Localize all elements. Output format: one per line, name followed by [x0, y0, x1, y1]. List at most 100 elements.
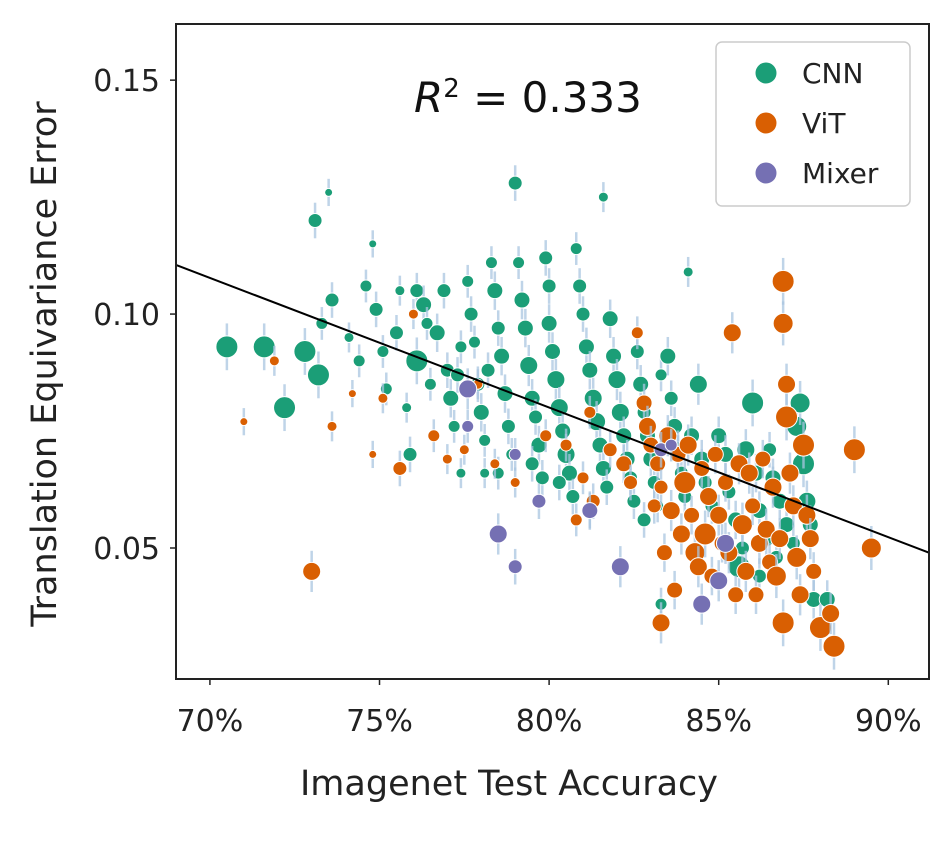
data-point-vit — [458, 444, 470, 456]
legend-label-mixer: Mixer — [802, 157, 879, 190]
data-point-vit — [623, 475, 639, 490]
data-point-cnn — [486, 282, 504, 300]
data-point-cnn — [428, 324, 446, 342]
data-point-cnn — [632, 375, 650, 393]
data-point-cnn — [626, 493, 642, 509]
data-point-cnn — [512, 256, 526, 270]
data-point-cnn — [663, 390, 679, 406]
data-point-vit — [747, 586, 765, 604]
series-cnn — [215, 165, 836, 621]
data-point-cnn — [575, 306, 591, 322]
x-tick-label: 75% — [346, 704, 413, 739]
data-point-vit — [671, 524, 691, 544]
data-point-cnn — [436, 283, 452, 299]
series-mixer — [458, 368, 735, 625]
data-point-vit — [666, 581, 684, 599]
data-point-cnn — [541, 278, 557, 294]
data-point-cnn — [741, 391, 765, 415]
data-point-cnn — [540, 314, 558, 332]
data-point-vit — [709, 505, 729, 525]
data-point-cnn — [688, 374, 708, 394]
data-point-vit — [615, 455, 633, 473]
data-point-vit — [441, 453, 453, 465]
data-point-cnn — [368, 239, 378, 249]
data-point-vit — [602, 442, 618, 458]
data-point-vit — [539, 429, 553, 443]
data-point-vit — [569, 513, 583, 527]
x-tick-label: 90% — [855, 704, 922, 739]
y-axis-ticks: 0.05 0.10 0.15 — [93, 64, 176, 567]
data-point-cnn — [324, 187, 334, 197]
data-point-cnn — [599, 479, 615, 495]
data-point-cnn — [538, 250, 554, 266]
data-point-cnn — [307, 213, 323, 228]
data-point-cnn — [480, 362, 496, 378]
data-point-vit — [559, 438, 573, 452]
data-point-mixer — [458, 379, 478, 399]
data-point-vit — [489, 458, 501, 470]
data-point-vit — [583, 405, 597, 419]
data-point-cnn — [479, 467, 491, 479]
legend-label-cnn: CNN — [802, 57, 863, 90]
data-point-mixer — [508, 447, 522, 461]
data-point-cnn — [528, 409, 544, 425]
data-point-cnn — [534, 470, 550, 486]
x-axis-ticks: 70% 75% 80% 85% 90% — [177, 679, 922, 739]
data-point-vit — [655, 544, 673, 562]
data-point-cnn — [577, 338, 595, 356]
data-point-vit — [239, 417, 249, 427]
data-point-cnn — [423, 377, 437, 391]
y-axis-label: Translation Equivariance Error — [25, 101, 65, 628]
data-point-cnn — [461, 274, 475, 288]
data-point-vit — [646, 498, 662, 514]
data-point-cnn — [581, 361, 599, 379]
data-point-cnn — [447, 419, 461, 433]
data-point-vit — [780, 463, 800, 483]
data-point-mixer — [692, 594, 712, 614]
data-point-cnn — [583, 388, 603, 408]
data-point-vit — [649, 455, 667, 473]
data-point-cnn — [560, 464, 578, 482]
points-layer — [215, 165, 882, 670]
data-point-vit — [765, 565, 787, 587]
data-point-vit — [756, 519, 776, 539]
data-point-vit — [736, 561, 756, 581]
data-point-cnn — [368, 301, 384, 317]
data-point-vit — [407, 308, 419, 320]
data-point-cnn — [401, 402, 413, 414]
data-point-cnn — [388, 325, 404, 341]
data-point-cnn — [546, 370, 566, 390]
data-point-vit — [790, 585, 810, 605]
data-point-cnn — [519, 356, 539, 376]
data-point-mixer — [488, 524, 508, 544]
data-point-mixer — [461, 419, 475, 433]
data-point-cnn — [455, 467, 467, 479]
data-point-cnn — [394, 285, 406, 297]
legend-marker-vit — [754, 111, 778, 135]
data-point-mixer — [664, 438, 678, 452]
data-point-mixer — [610, 557, 630, 577]
data-point-cnn — [478, 433, 492, 447]
data-point-mixer — [709, 571, 729, 591]
data-point-cnn — [215, 335, 239, 359]
data-point-cnn — [376, 345, 390, 358]
data-point-vit — [722, 323, 742, 343]
data-point-vit — [783, 496, 803, 516]
y-tick-label: 0.10 — [93, 298, 160, 333]
data-point-vit — [347, 389, 357, 399]
data-point-cnn — [324, 292, 340, 308]
data-point-vit — [427, 429, 441, 443]
data-point-cnn — [605, 347, 623, 365]
legend-marker-cnn — [754, 61, 778, 85]
data-point-vit — [368, 449, 378, 459]
data-point-mixer — [581, 502, 599, 520]
data-point-vit — [805, 562, 823, 580]
data-point-vit — [653, 479, 669, 495]
data-point-vit — [637, 416, 657, 436]
data-point-cnn — [273, 396, 297, 420]
x-tick-label: 70% — [177, 704, 244, 739]
regression-line — [175, 264, 930, 554]
data-point-cnn — [352, 354, 366, 368]
data-point-vit — [688, 557, 708, 577]
data-point-vit — [777, 374, 797, 394]
